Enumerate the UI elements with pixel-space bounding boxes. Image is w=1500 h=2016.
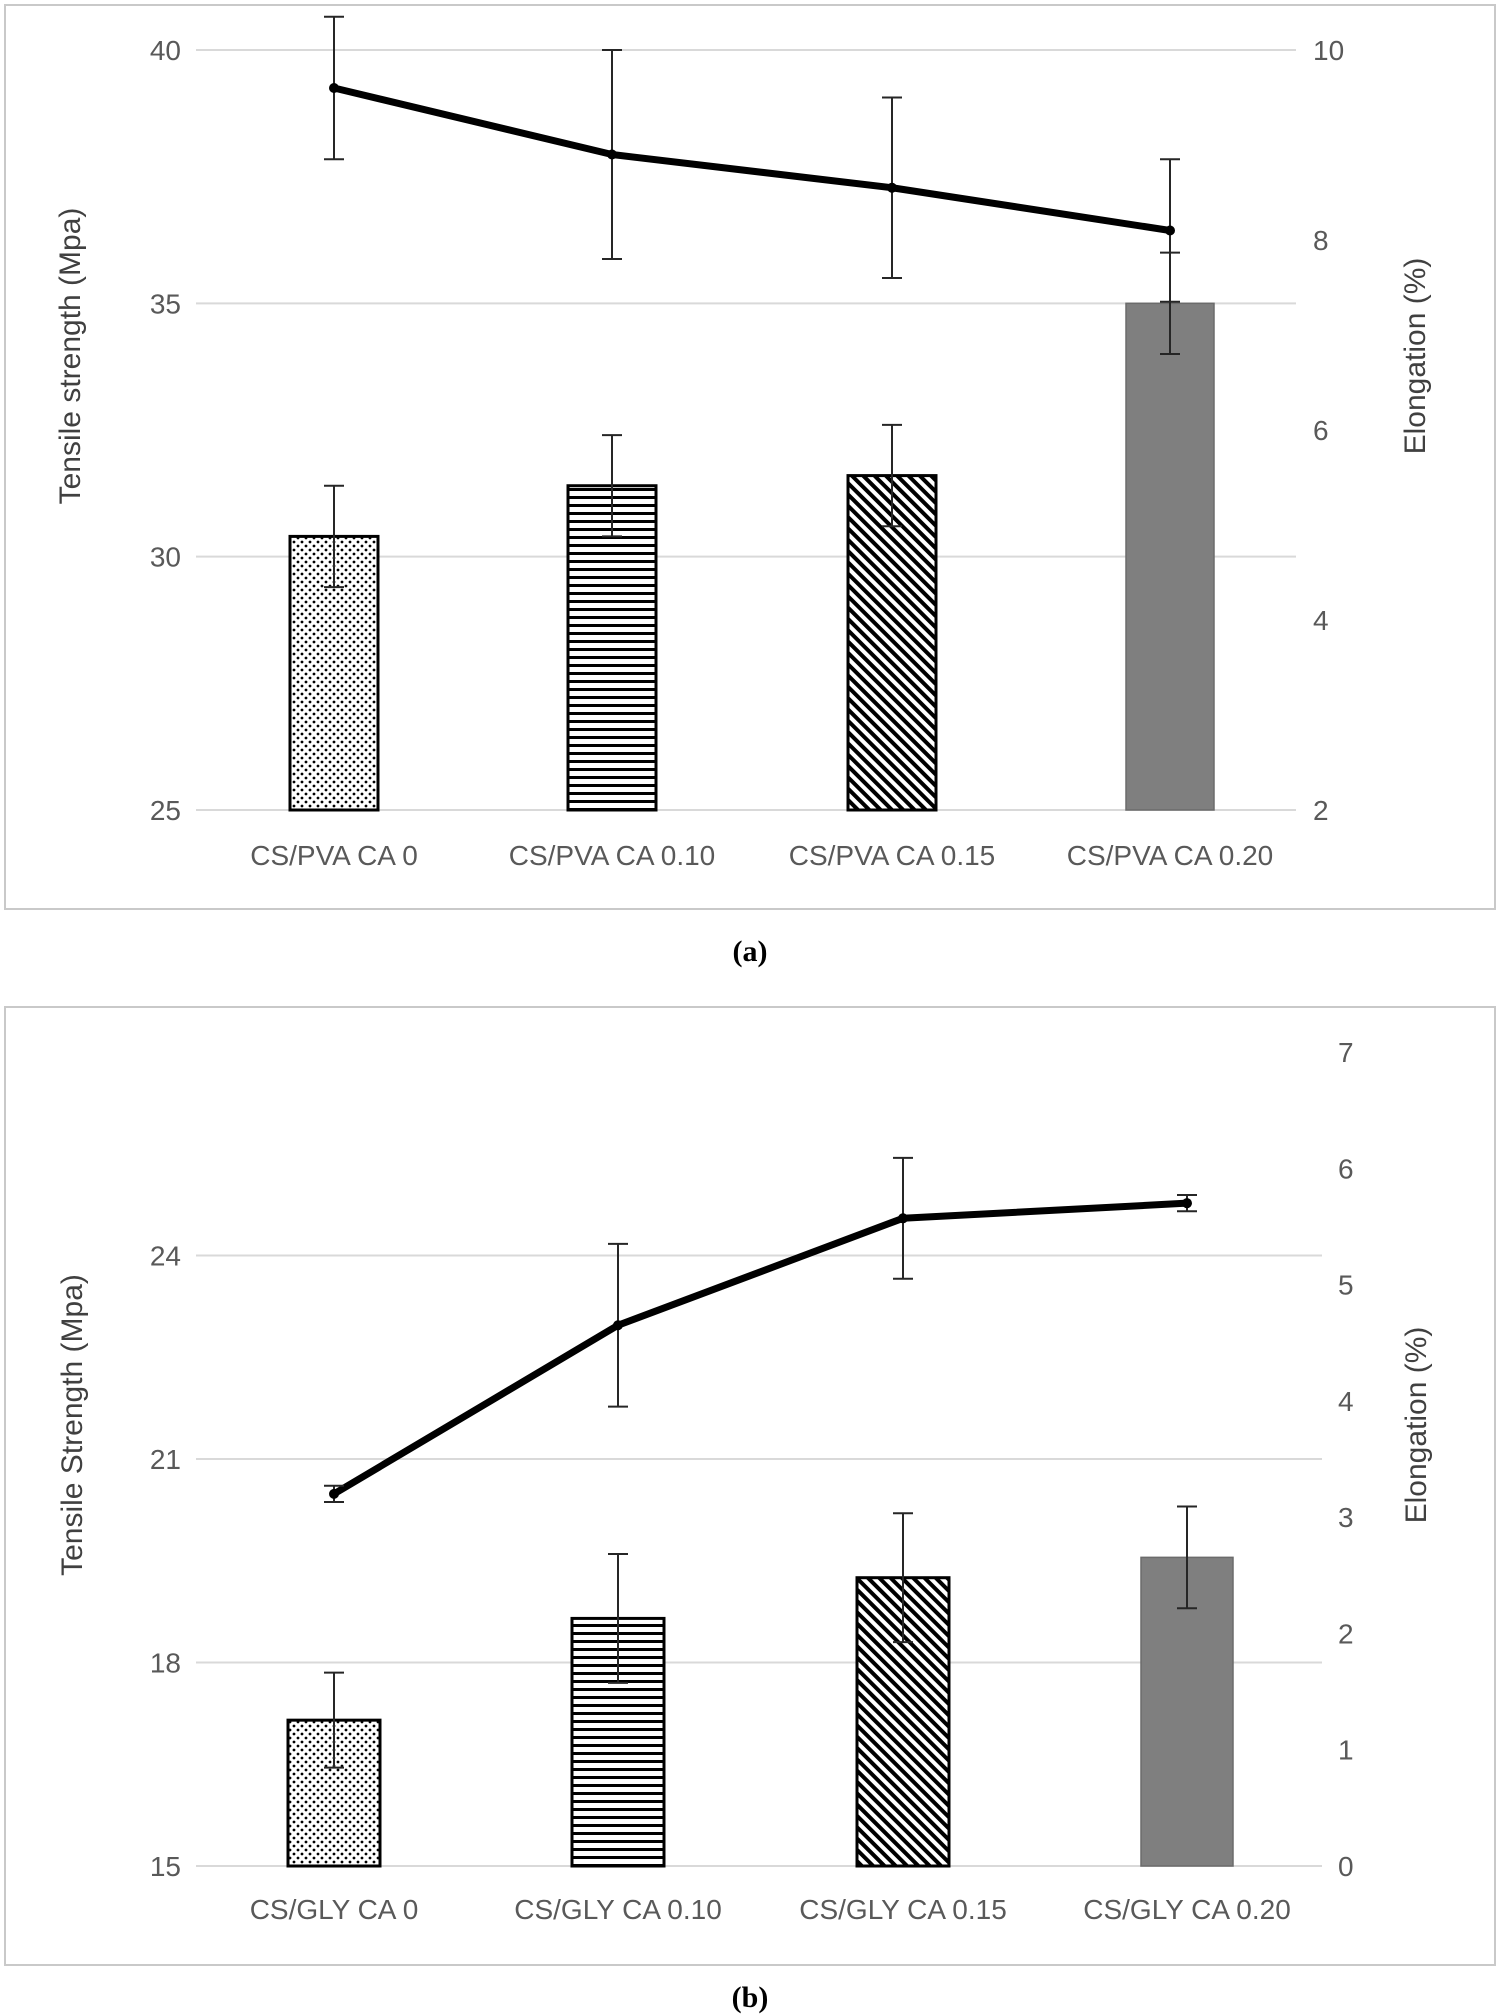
- chart-b-elongation-point-2: [608, 1242, 628, 1408]
- chart-b-bar-error-2: [608, 1552, 628, 1684]
- chart-b-y2-axis-title: Elongation (%): [1400, 1327, 1433, 1524]
- chart-b-y2-tick-label: 7: [1338, 1037, 1354, 1068]
- chart-a-bar-error-3: [882, 423, 902, 528]
- chart-a-elongation-point-2: [602, 49, 622, 260]
- chart-b-y2-tick-label: 6: [1338, 1153, 1354, 1184]
- chart-a-category-labels: CS/PVA CA 0 CS/PVA CA 0.10 CS/PVA CA 0.15 C…: [250, 840, 1273, 871]
- chart-b-gridlines: [196, 1254, 1322, 1867]
- chart-a-bar-3: [846, 474, 938, 812]
- chart-b-elongation-point-3: [893, 1156, 913, 1280]
- chart-a-y-tick-label: 30: [150, 542, 181, 573]
- chart-b-bars: [286, 1556, 1234, 1868]
- chart-b-elongation-point-1: [324, 1484, 344, 1504]
- chart-b-y2-tick-label: 4: [1338, 1386, 1354, 1417]
- chart-a-frame: [4, 4, 1496, 910]
- chart-b-bar-error-bars: [324, 1505, 1197, 1769]
- chart-b-category-label: CS/GLY CA 0.20: [1083, 1894, 1291, 1925]
- chart-b-y-axis-title: Tensile Strength (Mpa): [56, 1274, 89, 1576]
- chart-a-category-label: CS/PVA CA 0.20: [1067, 840, 1274, 871]
- chart-b-left-axis-ticks: 15 18 21 24: [150, 1241, 181, 1883]
- chart-a-y-tick-label: 35: [150, 288, 181, 319]
- chart-a-bar-error-1: [324, 484, 344, 589]
- chart-b-y-tick-label: 18: [150, 1648, 181, 1679]
- chart-a-category-label: CS/PVA CA 0.15: [789, 840, 996, 871]
- chart-a-y2-axis-title: Elongation (%): [1399, 258, 1432, 455]
- chart-b-y2-tick-label: 2: [1338, 1618, 1354, 1649]
- chart-b-elongation-line: [332, 1199, 1188, 1497]
- chart-a-elongation-point-1: [324, 15, 344, 161]
- chart-a-y2-tick-label: 6: [1313, 415, 1329, 446]
- chart-b-frame: [4, 1006, 1496, 1966]
- chart-b-category-labels: CS/GLY CA 0 CS/GLY CA 0.10 CS/GLY CA 0.15 C…: [250, 1894, 1291, 1925]
- chart-a-caption: (a): [733, 935, 768, 968]
- chart-b-elongation-series: [324, 1156, 1197, 1504]
- chart-a-y2-tick-label: 2: [1313, 795, 1329, 826]
- chart-b-y2-tick-label: 0: [1338, 1851, 1354, 1882]
- chart-b-category-label: CS/GLY CA 0: [250, 1894, 419, 1925]
- chart-b-y-tick-label: 24: [150, 1241, 181, 1272]
- chart-a: 25 30 35 40 2 4 6 8 10 CS/PVA CA 0 CS/PVA CA 0.1…: [54, 15, 1432, 968]
- chart-b-y2-tick-label: 1: [1338, 1735, 1354, 1766]
- chart-a-y2-tick-label: 8: [1313, 225, 1329, 256]
- chart-a-y2-tick-label: 10: [1313, 35, 1344, 66]
- chart-a-y2-tick-label: 4: [1313, 605, 1329, 636]
- chart-a-bar-error-2: [602, 434, 622, 538]
- chart-a-elongation-point-4: [1160, 158, 1180, 303]
- chart-a-y-tick-label: 40: [150, 35, 181, 66]
- chart-a-bar-2: [566, 484, 658, 812]
- chart-a-y-tick-label: 25: [150, 795, 181, 826]
- chart-b-right-axis-ticks: 0 1 2 3 4 5 6 7: [1338, 1037, 1354, 1882]
- chart-b-bar-error-1: [324, 1671, 344, 1769]
- chart-b-elongation-point-4: [1177, 1194, 1197, 1213]
- chart-a-elongation-series: [324, 15, 1180, 303]
- chart-a-category-label: CS/PVA CA 0: [250, 840, 418, 871]
- chart-a-elongation-point-3: [882, 96, 902, 279]
- chart-b-y-tick-label: 21: [150, 1444, 181, 1475]
- chart-a-left-axis-ticks: 25 30 35 40: [150, 35, 181, 826]
- chart-b-y2-tick-label: 5: [1338, 1270, 1354, 1301]
- chart-b-y2-tick-label: 3: [1338, 1502, 1354, 1533]
- chart-a-y-axis-title: Tensile strength (Mpa): [54, 208, 87, 505]
- chart-b-bar-error-4: [1177, 1505, 1197, 1610]
- chart-b-caption: (b): [732, 1981, 769, 2014]
- chart-a-category-label: CS/PVA CA 0.10: [509, 840, 716, 871]
- chart-a-right-axis-ticks: 2 4 6 8 10: [1313, 35, 1344, 826]
- chart-b-category-label: CS/GLY CA 0.10: [514, 1894, 722, 1925]
- chart-a-elongation-line: [333, 84, 1171, 234]
- chart-b-category-label: CS/GLY CA 0.15: [799, 1894, 1007, 1925]
- chart-b-y-tick-label: 15: [150, 1851, 181, 1882]
- chart-b-bar-error-3: [893, 1512, 913, 1644]
- chart-a-bar-4: [1125, 302, 1215, 811]
